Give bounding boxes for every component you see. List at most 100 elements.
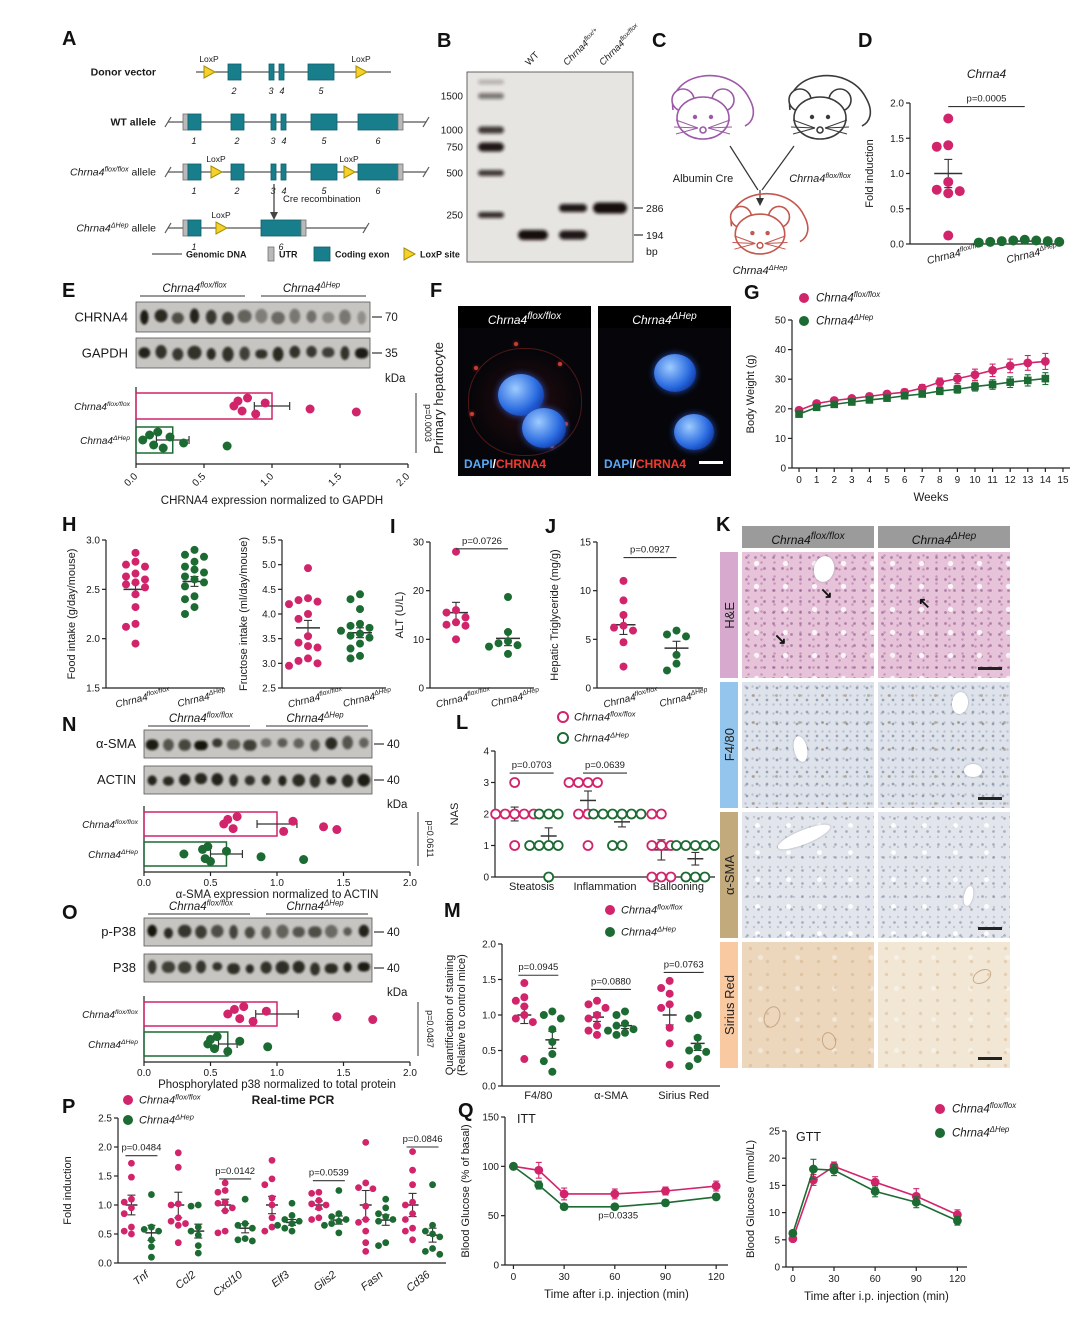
svg-text:UTR: UTR xyxy=(279,250,298,260)
svg-text:20: 20 xyxy=(775,404,787,415)
svg-text:1: 1 xyxy=(483,841,489,852)
svg-text:Inflammation: Inflammation xyxy=(574,881,637,893)
histology-tile-f480-hep xyxy=(878,682,1010,808)
svg-text:Real-time PCR: Real-time PCR xyxy=(252,1093,335,1107)
panel-letter-h: H xyxy=(62,514,77,536)
histology-tile-sirius-flox xyxy=(742,942,874,1068)
chrna4-puncta xyxy=(514,342,518,346)
svg-text:6: 6 xyxy=(375,136,380,146)
svg-text:4: 4 xyxy=(483,747,489,758)
svg-text:F4/80: F4/80 xyxy=(524,1090,552,1102)
panel-letter-p: P xyxy=(62,1096,76,1118)
svg-text:Fasn: Fasn xyxy=(359,1269,386,1294)
svg-text:Chrna4flox/flox: Chrna4flox/flox xyxy=(574,709,636,723)
svg-text:Chrna4flox/flox: Chrna4flox/flox xyxy=(82,819,138,831)
svg-text:250: 250 xyxy=(446,211,463,222)
annotation-arrow: ↘ xyxy=(774,631,787,648)
panel-f-primary-hepatocyte-if: Primary hepatocyte Chrna4flox/flox DAPI/CH… xyxy=(428,278,740,508)
svg-text:100: 100 xyxy=(482,1162,499,1173)
svg-text:25: 25 xyxy=(769,1127,781,1138)
panel-letter-q: Q xyxy=(458,1100,474,1122)
dapi-nucleus xyxy=(674,414,714,450)
panel-c-breeding-scheme: Albumin Cre Chrna4flox/flox Chrna4ΔHep xyxy=(671,74,872,277)
panel-letter-n: N xyxy=(62,714,77,736)
svg-text:1.0: 1.0 xyxy=(270,878,284,889)
panel-k-liver-histology-grid: Chrna4flox/flox Chrna4ΔHep H&E ↘ ↘ ↖ F4/80 α-SM… xyxy=(712,512,1012,1084)
k-row-label-he: H&E xyxy=(720,552,738,678)
svg-text:15: 15 xyxy=(769,1181,781,1192)
panel-e-chrna4-western-blot-quant: Chrna4flox/flox Chrna4ΔHep CHRNA4 70 GAPDH 35… xyxy=(74,281,433,507)
svg-text:Chrna4ΔHep: Chrna4ΔHep xyxy=(176,686,227,710)
svg-text:0.5: 0.5 xyxy=(98,1230,112,1241)
svg-text:0: 0 xyxy=(493,1261,499,1272)
svg-text:Chrna4ΔHep: Chrna4ΔHep xyxy=(952,1125,1010,1139)
svg-text:0: 0 xyxy=(796,475,802,486)
svg-text:Hepatic Triglyceride (mg/g): Hepatic Triglyceride (mg/g) xyxy=(549,549,561,680)
svg-text:1.5: 1.5 xyxy=(337,878,351,889)
svg-text:1.5: 1.5 xyxy=(890,134,904,145)
chrna4-puncta xyxy=(564,422,568,426)
svg-text:Chrna4ΔHep: Chrna4ΔHep xyxy=(342,686,393,710)
svg-text:40: 40 xyxy=(387,963,400,975)
svg-text:4: 4 xyxy=(279,86,284,96)
svg-text:4: 4 xyxy=(281,136,286,146)
svg-text:Chrna4ΔHep: Chrna4ΔHep xyxy=(574,730,629,744)
svg-text:Albumin Cre: Albumin Cre xyxy=(673,173,734,185)
svg-text:Donor vector: Donor vector xyxy=(91,67,156,79)
svg-text:2.5: 2.5 xyxy=(98,1114,112,1125)
histology-tile-sma-hep xyxy=(878,812,1010,938)
svg-text:LoxP: LoxP xyxy=(339,154,359,164)
svg-text:90: 90 xyxy=(911,1274,923,1285)
svg-text:Chrna4ΔHep: Chrna4ΔHep xyxy=(139,1112,194,1126)
svg-text:8: 8 xyxy=(937,475,943,486)
svg-text:Chrna4flox/flox: Chrna4flox/flox xyxy=(789,171,851,185)
svg-text:2.0: 2.0 xyxy=(395,471,413,489)
primary-hepatocyte-label: Primary hepatocyte xyxy=(430,342,446,454)
svg-text:3: 3 xyxy=(268,86,273,96)
svg-text:0.5: 0.5 xyxy=(890,204,904,215)
panel-letter-m: M xyxy=(444,900,461,922)
svg-text:Blood Glucose (% of basal): Blood Glucose (% of basal) xyxy=(460,1124,472,1257)
svg-text:5.0: 5.0 xyxy=(262,560,276,571)
svg-text:2.0: 2.0 xyxy=(86,634,100,645)
svg-text:p=0.0539: p=0.0539 xyxy=(309,1168,349,1179)
if-title-hep: Chrna4ΔHep xyxy=(598,306,731,328)
svg-text:Elf3: Elf3 xyxy=(270,1268,293,1290)
svg-text:286: 286 xyxy=(646,203,664,215)
svg-text:Chrna4flox/flox: Chrna4flox/flox xyxy=(597,22,643,68)
svg-text:2.0: 2.0 xyxy=(403,1068,417,1079)
svg-text:750: 750 xyxy=(446,143,463,154)
svg-text:1.5: 1.5 xyxy=(327,471,345,489)
svg-text:40: 40 xyxy=(387,927,400,939)
svg-text:p=0.0945: p=0.0945 xyxy=(518,962,558,973)
channel-caption: DAPI/CHRNA4 xyxy=(464,457,547,471)
svg-text:120: 120 xyxy=(708,1272,725,1283)
svg-text:α-SMA expression normalized to: α-SMA expression normalized to ACTIN xyxy=(176,889,379,901)
scale-bar xyxy=(978,797,1002,800)
panel-letter-f: F xyxy=(430,280,443,302)
svg-text:13: 13 xyxy=(1022,475,1034,486)
svg-text:Tnf: Tnf xyxy=(131,1268,152,1288)
svg-text:1: 1 xyxy=(814,475,820,486)
svg-text:4: 4 xyxy=(867,475,873,486)
svg-text:6: 6 xyxy=(902,475,908,486)
svg-text:CHRNA4: CHRNA4 xyxy=(75,310,128,325)
svg-text:α-SMA: α-SMA xyxy=(594,1090,629,1102)
svg-text:p=0.0880: p=0.0880 xyxy=(591,976,631,987)
scale-bar xyxy=(699,461,723,464)
svg-text:Chrna4ΔHep allele: Chrna4ΔHep allele xyxy=(76,222,156,235)
svg-text:Chrna4flox/flox: Chrna4flox/flox xyxy=(621,902,683,916)
svg-text:70: 70 xyxy=(385,312,398,324)
svg-text:40: 40 xyxy=(387,775,400,787)
vessel xyxy=(962,885,975,907)
vessel xyxy=(970,965,994,988)
svg-text:p=0.0703: p=0.0703 xyxy=(512,760,552,771)
panel-letter-b: B xyxy=(437,30,452,52)
svg-text:GAPDH: GAPDH xyxy=(82,346,128,361)
svg-text:1.0: 1.0 xyxy=(482,1011,496,1022)
svg-text:1: 1 xyxy=(191,242,196,252)
svg-text:3: 3 xyxy=(270,136,275,146)
